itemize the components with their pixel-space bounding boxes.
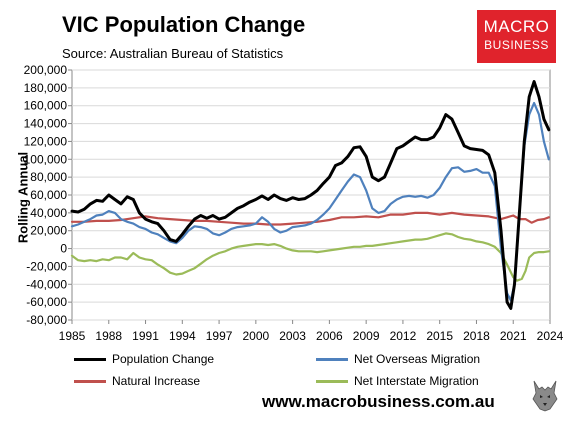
- y-tick-label: 40,000: [30, 206, 67, 220]
- legend-item-population-change: Population Change: [74, 352, 214, 366]
- y-tick-label: 20,000: [30, 224, 67, 238]
- x-tick-label: 2021: [500, 329, 527, 343]
- macrobusiness-logo: MACRO BUSINESS: [477, 10, 556, 63]
- y-tick-label: 80,000: [30, 170, 67, 184]
- legend-swatch: [316, 380, 348, 384]
- x-tick-label: 2024: [537, 329, 564, 343]
- legend-swatch: [316, 358, 348, 362]
- y-tick-label: -60,000: [26, 295, 67, 309]
- x-tick-label: 2003: [279, 329, 306, 343]
- y-tick-label: 140,000: [24, 117, 68, 131]
- x-tick-label: 1988: [95, 329, 122, 343]
- x-tick-label: 2012: [390, 329, 417, 343]
- x-tick-label: 2015: [426, 329, 453, 343]
- y-tick-label: 180,000: [24, 81, 68, 95]
- y-tick-label: 120,000: [24, 134, 68, 148]
- x-tick-label: 1991: [132, 329, 159, 343]
- chart-title: VIC Population Change: [62, 12, 306, 37]
- y-tick-label: -20,000: [26, 259, 67, 273]
- logo-line-2: BUSINESS: [484, 38, 549, 52]
- legend-swatch: [74, 380, 106, 384]
- y-tick-label: 100,000: [24, 152, 68, 166]
- y-tick-label: -80,000: [26, 313, 67, 327]
- x-tick-label: 1997: [206, 329, 233, 343]
- logo-line-1: MACRO: [483, 17, 550, 36]
- x-tick-label: 2018: [463, 329, 490, 343]
- x-tick-label: 2006: [316, 329, 343, 343]
- series-line-net-overseas-migration: [70, 101, 550, 302]
- y-tick-label: 160,000: [24, 99, 68, 113]
- legend-item-natural-increase: Natural Increase: [74, 374, 200, 388]
- legend-label: Net Interstate Migration: [354, 374, 479, 388]
- y-tick-label: 0: [60, 242, 67, 256]
- y-tick-label: -40,000: [26, 277, 67, 291]
- x-tick-label: 2000: [242, 329, 269, 343]
- legend-label: Natural Increase: [112, 374, 201, 388]
- legend-swatch: [74, 358, 106, 362]
- legend-item-net-interstate-migration: Net Interstate Migration: [316, 374, 479, 388]
- x-tick-label: 1985: [59, 329, 86, 343]
- legend-label: Net Overseas Migration: [354, 352, 481, 366]
- series-line-net-interstate-migration: [70, 232, 550, 282]
- chart-subtitle: Source: Australian Bureau of Statistics: [62, 46, 284, 61]
- legend-item-net-overseas-migration: Net Overseas Migration: [316, 352, 480, 366]
- y-tick-label: 200,000: [24, 63, 68, 77]
- x-tick-label: 2009: [353, 329, 380, 343]
- x-tick-label: 1994: [169, 329, 196, 343]
- legend-label: Population Change: [112, 352, 215, 366]
- website-url: www.macrobusiness.com.au: [262, 392, 495, 411]
- wolf-icon: [530, 377, 560, 413]
- series-line-population-change: [70, 80, 551, 310]
- y-tick-label: 60,000: [30, 188, 67, 202]
